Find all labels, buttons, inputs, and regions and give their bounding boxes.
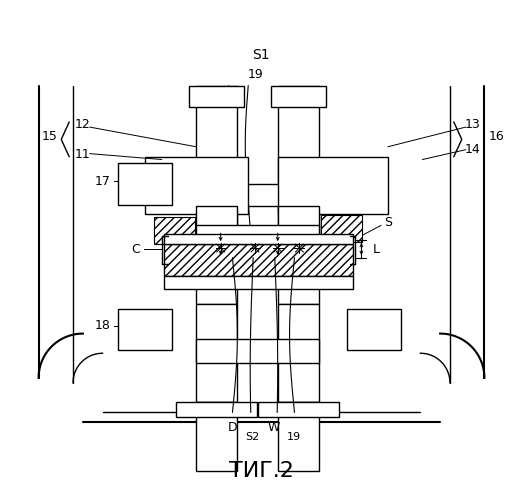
Bar (164, 244, 353, 276)
Text: 11: 11 (75, 148, 91, 161)
Bar (196, 402, 237, 471)
Text: 13: 13 (465, 118, 481, 130)
Bar (258, 402, 339, 417)
Text: W: W (268, 420, 280, 434)
Bar (189, 86, 244, 108)
Text: ΤИГ.2: ΤИГ.2 (229, 462, 293, 481)
Bar (278, 304, 319, 402)
Bar (196, 184, 319, 206)
Bar (347, 309, 401, 350)
Bar (118, 309, 173, 350)
Bar (278, 206, 319, 304)
Bar (278, 402, 319, 471)
Bar (118, 164, 173, 205)
Text: 14: 14 (465, 143, 481, 156)
Bar (196, 206, 237, 304)
Bar (196, 226, 319, 250)
Text: 19: 19 (287, 432, 301, 442)
Bar (196, 338, 319, 363)
Bar (278, 156, 388, 214)
Text: 12: 12 (75, 118, 91, 130)
Text: 18: 18 (95, 319, 110, 332)
Text: C: C (132, 242, 140, 256)
Bar (145, 156, 248, 214)
Text: D: D (228, 420, 237, 434)
Bar (196, 86, 237, 263)
Text: 17: 17 (95, 174, 110, 188)
Text: 15: 15 (41, 130, 58, 143)
Bar (164, 234, 353, 244)
Text: 16: 16 (488, 130, 504, 143)
Bar (271, 86, 326, 108)
Bar (164, 276, 353, 289)
Text: L: L (373, 242, 380, 256)
Text: S: S (384, 216, 392, 229)
Bar (321, 214, 362, 242)
Bar (278, 86, 319, 263)
Bar (196, 304, 237, 402)
Text: 19: 19 (247, 68, 263, 82)
Bar (176, 402, 257, 417)
Text: S2: S2 (245, 432, 259, 442)
Bar (154, 216, 195, 244)
Text: S1: S1 (252, 48, 270, 62)
